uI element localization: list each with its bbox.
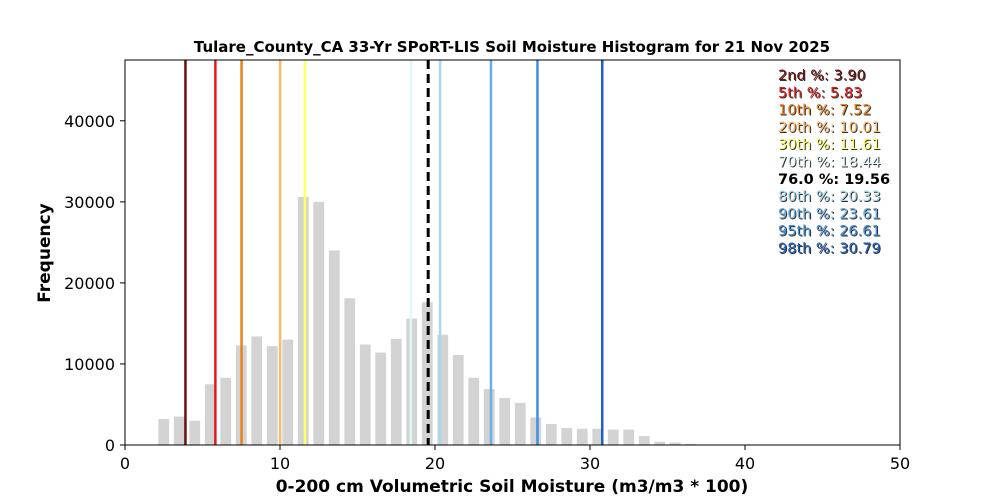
x-axis-ticks: 0 10 20 30 40 50 [120, 445, 910, 473]
legend-shadow: 90th %: 23.61 [779, 207, 882, 223]
percentile-lines-layer [184, 60, 604, 445]
legend-shadow: 80th %: 20.33 [779, 190, 882, 206]
histogram-bar [375, 352, 387, 445]
histogram-bar [623, 429, 635, 445]
legend-shadow: 30th %: 11.61 [779, 138, 882, 154]
plot-frame [124, 59, 901, 446]
histogram-bar [499, 397, 511, 445]
legend-shadow: 70th %: 18.44 [779, 156, 882, 172]
y-tick-label: 0 [105, 436, 115, 455]
histogram-bar [204, 384, 216, 445]
legend-entry: 80th %: 20.33 [778, 189, 881, 205]
histogram-bar [685, 443, 697, 445]
histogram-bar [545, 423, 557, 445]
legend-entry: 10th %: 7.52 [778, 103, 872, 119]
histogram-bar [344, 298, 356, 445]
legend-shadow: 95th %: 26.61 [779, 225, 882, 241]
legend-entry: 30th %: 11.61 [778, 137, 881, 153]
x-axis-label: 0-200 cm Volumetric Soil Moisture (m3/m3… [276, 477, 749, 497]
histogram-bar [158, 419, 170, 445]
legend-shadow: 98th %: 30.79 [779, 242, 882, 258]
histogram-bar [437, 334, 449, 445]
y-tick-label: 10000 [64, 355, 115, 374]
legend-entry: 95th %: 26.61 [778, 224, 881, 240]
legend-shadow: 20th %: 10.01 [779, 121, 882, 137]
legend-entry: 98th %: 30.79 [778, 241, 881, 257]
legend-entry: 90th %: 23.61 [778, 206, 881, 222]
x-tick-label: 50 [890, 454, 910, 473]
legend-entry: 5th %: 5.83 [778, 85, 862, 101]
y-axis-label: Frequency [35, 203, 55, 303]
histogram-bar [576, 428, 588, 445]
legend-shadow: 5th %: 5.83 [779, 86, 863, 102]
y-axis-ticks: 0 10000 20000 30000 40000 [64, 112, 125, 455]
histogram-bar [561, 427, 573, 445]
histogram-bar [189, 420, 201, 445]
histogram-bar [468, 377, 480, 445]
histogram-bar [514, 402, 526, 445]
x-tick-label: 40 [735, 454, 755, 473]
histogram-bar [251, 336, 263, 445]
legend-entry: 76.0 %: 19.56 [778, 172, 890, 188]
histogram-bar [669, 442, 681, 445]
legend-entry: 70th %: 18.44 [778, 155, 881, 171]
histogram-bar [607, 429, 619, 445]
y-tick-label: 30000 [64, 193, 115, 212]
histogram-bar [282, 339, 294, 445]
legend-entry: 20th %: 10.01 [778, 120, 881, 136]
histogram-bar [313, 201, 325, 445]
histogram-bar [390, 338, 402, 445]
x-tick-label: 10 [270, 454, 290, 473]
legend-shadow: 10th %: 7.52 [779, 104, 873, 120]
x-tick-label: 20 [425, 454, 445, 473]
histogram-bar [483, 389, 495, 445]
histogram-bar [173, 416, 185, 445]
x-tick-label: 0 [120, 454, 130, 473]
x-tick-label: 30 [580, 454, 600, 473]
histogram-bar [359, 344, 371, 445]
y-tick-label: 40000 [64, 112, 115, 131]
histogram-bar [452, 355, 464, 445]
histogram-bar [530, 417, 542, 445]
histogram-bar [328, 250, 340, 445]
y-tick-label: 20000 [64, 274, 115, 293]
histogram-bar [266, 346, 278, 445]
histogram-bar [638, 436, 650, 445]
histogram-bar [592, 428, 604, 445]
chart-title: Tulare_County_CA 33-Yr SPoRT-LIS Soil Mo… [194, 38, 830, 56]
legend-entry: 2nd %: 3.90 [778, 68, 866, 84]
histogram-bar [297, 196, 309, 445]
legend-shadow: 2nd %: 3.90 [779, 69, 867, 85]
histogram-bar [654, 441, 666, 445]
histogram-bar [220, 377, 232, 445]
